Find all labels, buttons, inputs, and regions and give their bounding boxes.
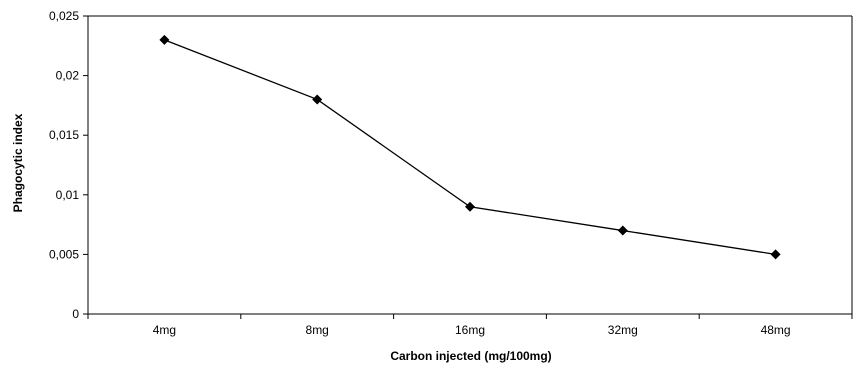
data-point-marker [159,34,170,45]
y-tick-label: 0,015 [49,128,79,142]
x-axis-ticks: 4mg 8mg 16mg 32mg 48mg [87,314,853,337]
series-layer [159,34,781,260]
y-tick-label: 0 [72,307,79,321]
series-line [164,39,776,256]
x-tick-label: 4mg [153,323,176,337]
axes [87,15,853,315]
x-axis-title: Carbon injected (mg/100mg) [390,349,551,363]
y-axis-ticks: 0 0,005 0,01 0,015 0,02 0,025 [49,9,88,321]
data-point-marker [465,201,475,212]
x-tick-label: 16mg [455,323,485,337]
y-tick-label: 0,02 [56,69,80,83]
y-axis-title: Phagocytic index [11,113,25,212]
data-point-marker [312,94,323,105]
x-tick-label: 32mg [608,323,638,337]
y-tick-label: 0,005 [49,247,79,261]
x-tick-label: 48mg [761,323,791,337]
data-point-marker [617,225,628,236]
data-point-marker [770,249,781,260]
x-tick-label: 8mg [306,323,329,337]
y-tick-label: 0,01 [56,188,80,202]
y-tick-label: 0,025 [49,9,79,23]
